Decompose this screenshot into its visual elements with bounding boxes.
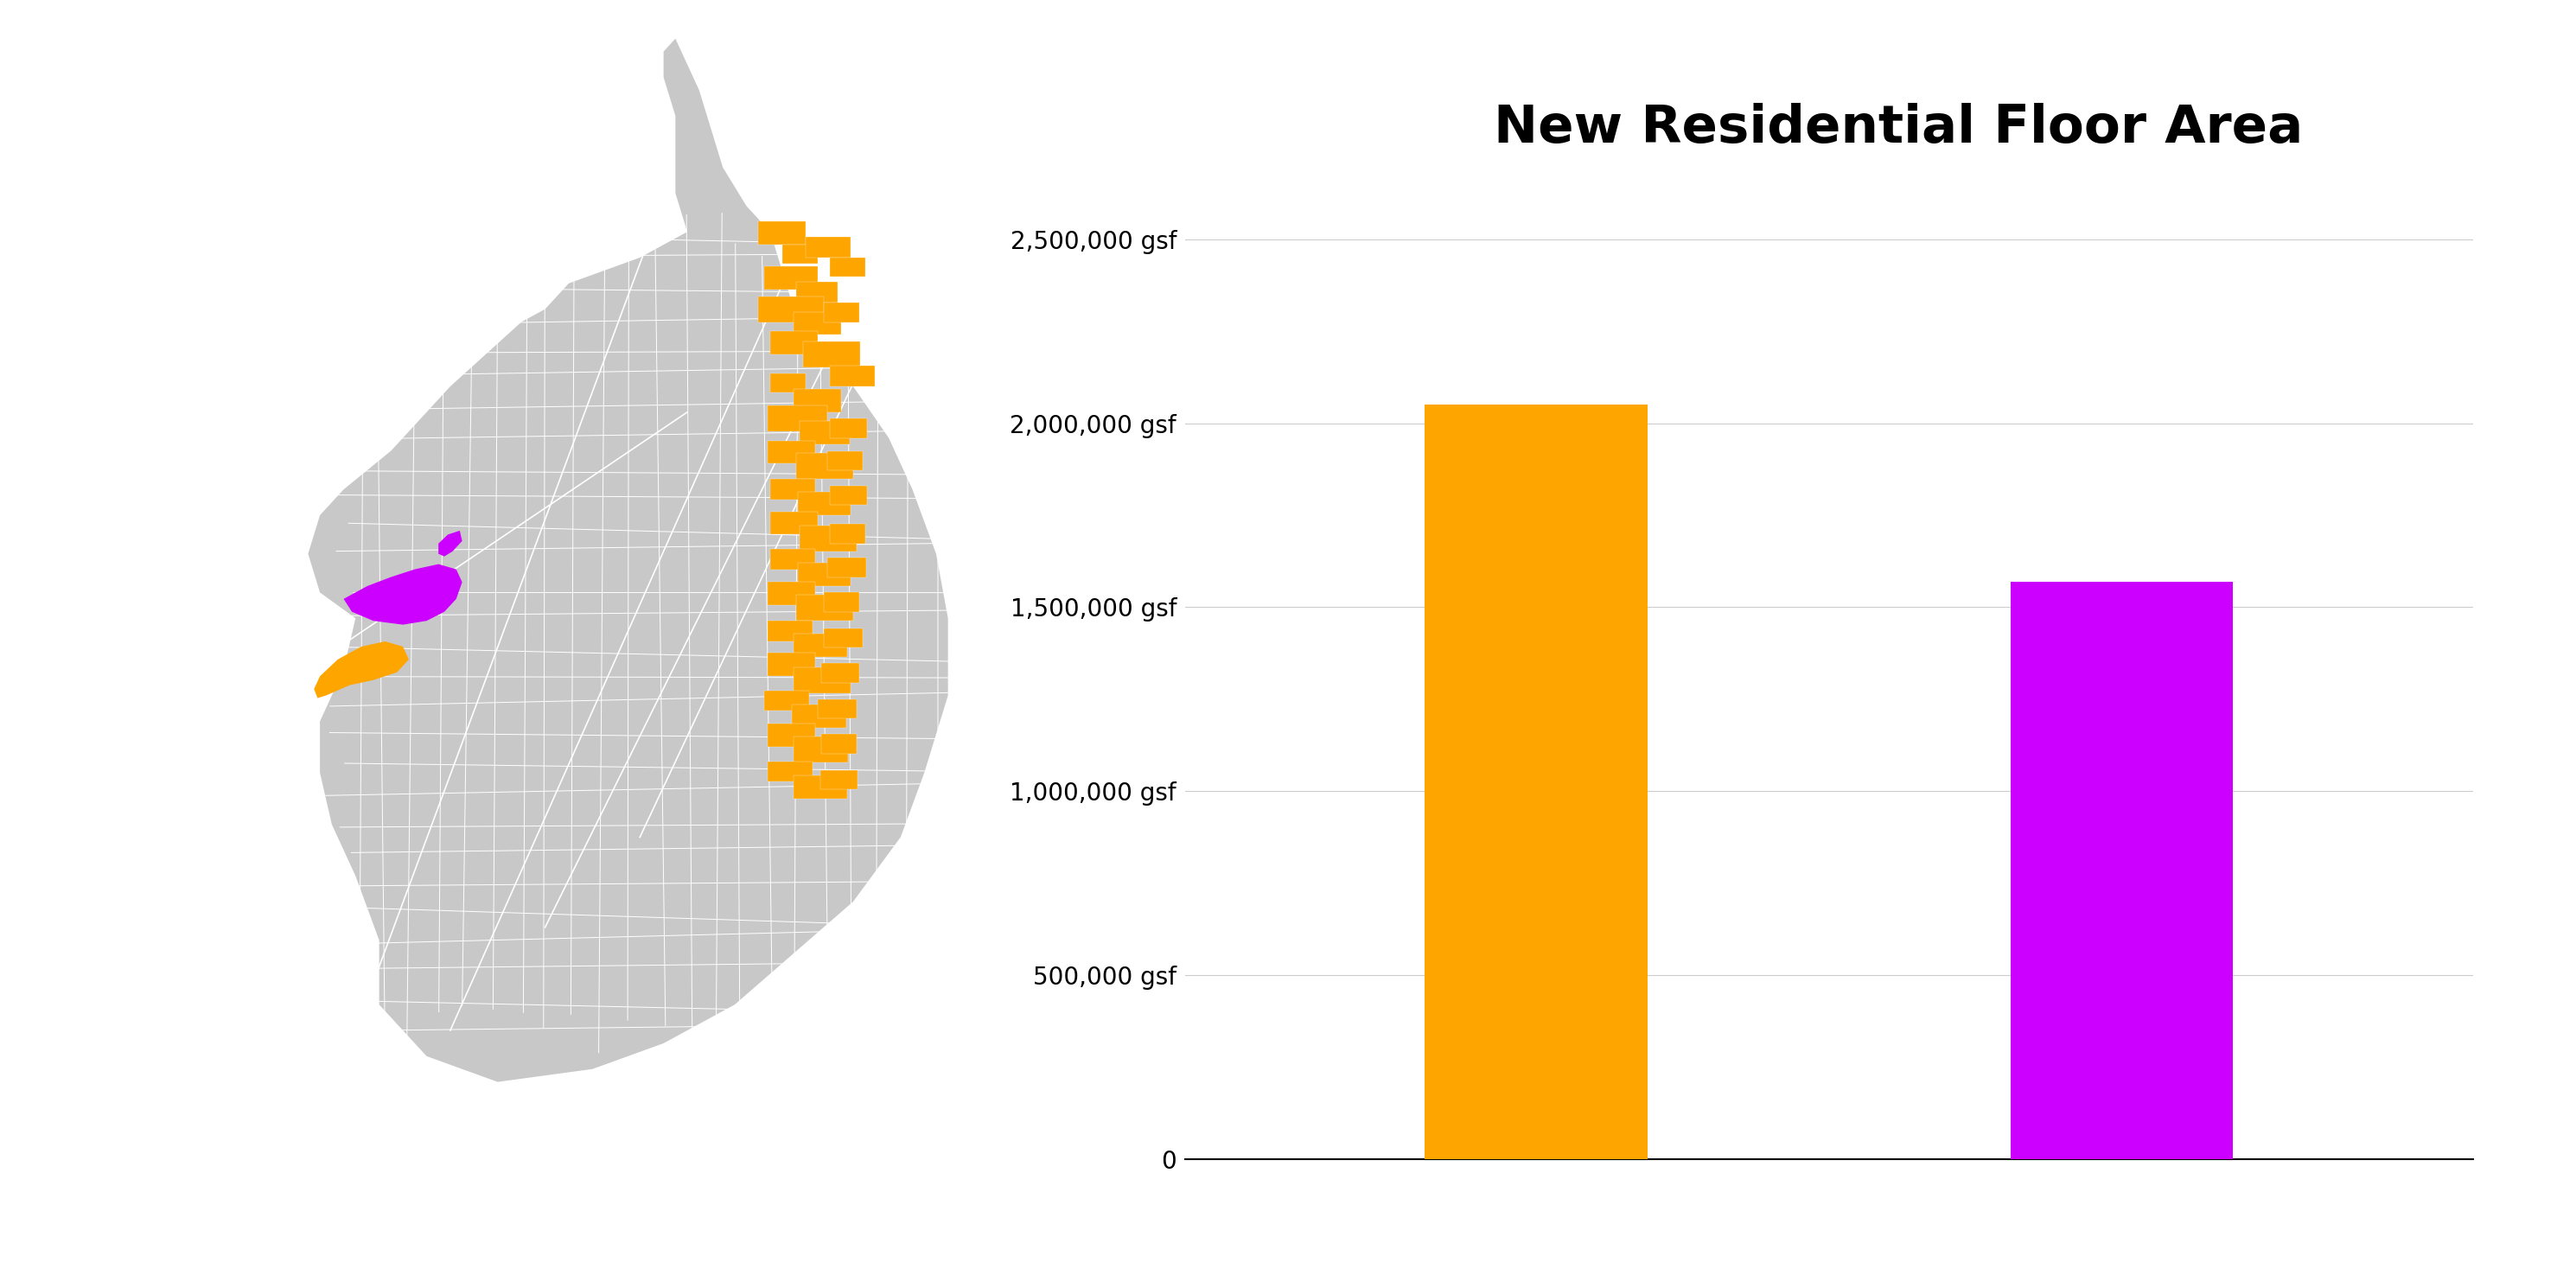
- Bar: [824, 629, 863, 648]
- Bar: [793, 737, 848, 762]
- Bar: [829, 419, 868, 438]
- Bar: [768, 440, 814, 464]
- Bar: [796, 595, 853, 621]
- Bar: [768, 406, 827, 431]
- Bar: [822, 734, 858, 753]
- Bar: [768, 724, 814, 747]
- Bar: [799, 492, 850, 515]
- Bar: [768, 761, 814, 782]
- Bar: [819, 770, 858, 790]
- Bar: [793, 389, 842, 412]
- Bar: [770, 479, 814, 500]
- Polygon shape: [343, 564, 461, 625]
- Bar: [793, 312, 842, 335]
- Bar: [1425, 404, 1649, 1159]
- Bar: [783, 245, 817, 264]
- Bar: [765, 690, 809, 711]
- Bar: [827, 558, 866, 577]
- Bar: [768, 653, 814, 676]
- Bar: [770, 331, 817, 354]
- Bar: [806, 237, 850, 258]
- Bar: [829, 486, 868, 505]
- Bar: [824, 592, 858, 612]
- Bar: [793, 634, 848, 657]
- Bar: [757, 222, 806, 245]
- Bar: [768, 621, 814, 641]
- Bar: [796, 282, 837, 303]
- Text: New Residential Floor Area: New Residential Floor Area: [1494, 103, 2303, 155]
- Bar: [799, 563, 850, 586]
- Bar: [829, 258, 866, 277]
- Bar: [822, 663, 860, 683]
- Bar: [793, 667, 850, 693]
- Bar: [793, 775, 848, 799]
- Bar: [799, 421, 850, 444]
- Bar: [768, 582, 814, 605]
- Bar: [827, 451, 863, 470]
- Polygon shape: [438, 531, 461, 556]
- Bar: [796, 453, 853, 479]
- Bar: [829, 366, 873, 386]
- Bar: [2009, 581, 2233, 1159]
- Bar: [824, 303, 858, 322]
- Bar: [817, 699, 858, 719]
- Bar: [804, 341, 860, 367]
- Bar: [765, 267, 817, 290]
- Polygon shape: [309, 39, 948, 1082]
- Bar: [770, 374, 806, 393]
- Bar: [770, 511, 817, 535]
- Polygon shape: [314, 641, 410, 698]
- Bar: [799, 526, 858, 551]
- Bar: [770, 549, 814, 569]
- Bar: [757, 296, 824, 322]
- Bar: [829, 524, 866, 544]
- Bar: [791, 705, 845, 728]
